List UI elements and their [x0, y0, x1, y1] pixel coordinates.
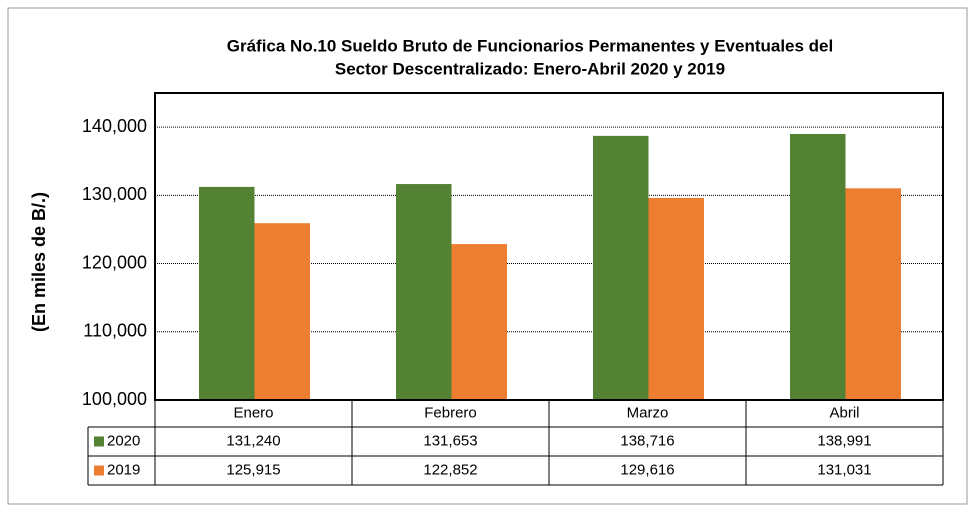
table-value: 122,852: [423, 461, 477, 478]
bar: [593, 135, 649, 400]
y-tick-label: 100,000: [82, 389, 147, 409]
table-value: 131,240: [226, 432, 280, 449]
bar: [199, 186, 255, 400]
bar: [451, 244, 507, 400]
table-value: 131,031: [817, 461, 871, 478]
legend-label: 2019: [107, 461, 140, 478]
bar: [845, 188, 901, 400]
legend-label: 2020: [107, 432, 140, 449]
table-value: 138,716: [620, 432, 674, 449]
x-tick-label: Febrero: [424, 404, 477, 421]
x-tick-label: Marzo: [627, 404, 669, 421]
y-tick-label: 130,000: [82, 184, 147, 204]
bar: [396, 184, 452, 400]
legend-swatch: [94, 436, 104, 447]
legend-swatch: [94, 465, 104, 476]
x-tick-label: Abril: [829, 404, 859, 421]
y-tick-label: 110,000: [83, 321, 147, 341]
table-value: 125,915: [226, 461, 280, 478]
bar: [254, 223, 310, 400]
chart-title: Gráfica No.10 Sueldo Bruto de Funcionari…: [227, 36, 834, 55]
bar: [790, 133, 846, 400]
table-value: 129,616: [620, 461, 674, 478]
chart-title: Sector Descentralizado: Enero-Abril 2020…: [335, 59, 725, 78]
table-value: 138,991: [817, 432, 871, 449]
table-value: 131,653: [423, 432, 477, 449]
x-tick-label: Enero: [233, 404, 273, 421]
bar: [648, 197, 704, 400]
y-axis-label: (En miles de B/.): [29, 192, 49, 332]
y-tick-label: 140,000: [82, 116, 147, 136]
y-tick-label: 120,000: [82, 252, 147, 272]
